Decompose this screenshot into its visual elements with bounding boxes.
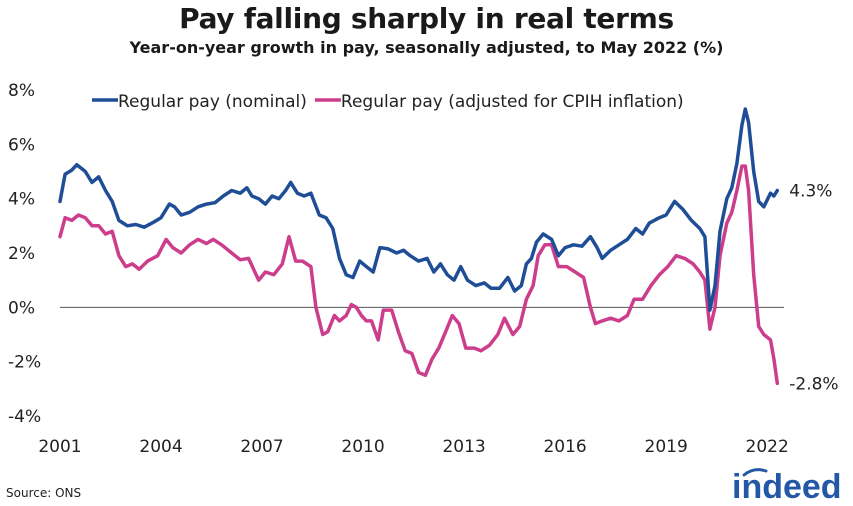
legend-label-nominal: Regular pay (nominal) [118, 92, 307, 112]
legend-label-real: Regular pay (adjusted for CPIH inflation… [341, 92, 684, 112]
x-tick-label: 2004 [139, 437, 182, 457]
indeed-logo-arc [742, 468, 768, 477]
x-tick-label: 2016 [543, 437, 586, 457]
y-tick-label: 8% [8, 81, 35, 101]
x-tick-label: 2019 [645, 437, 688, 457]
end-label-real: -2.8% [789, 374, 838, 394]
y-tick-label: 6% [8, 135, 35, 155]
x-tick-label: 2007 [240, 437, 283, 457]
source-note: Source: ONS [6, 486, 82, 500]
y-tick-label: 2% [8, 244, 35, 264]
chart-title: Pay falling sharply in real terms [179, 2, 674, 35]
chart-subtitle: Year-on-year growth in pay, seasonally a… [129, 38, 724, 57]
indeed-logo-text: indeed [732, 468, 842, 506]
x-tick-label: 2001 [38, 437, 81, 457]
x-tick-label: 2013 [442, 437, 485, 457]
y-tick-label: 0% [8, 298, 35, 318]
x-tick-label: 2010 [341, 437, 384, 457]
y-tick-label: -4% [8, 407, 41, 427]
x-tick-label: 2022 [746, 437, 789, 457]
series-line-nominal [58, 107, 780, 312]
indeed-logo: indeed [732, 468, 842, 506]
series-line-real [58, 164, 780, 386]
y-tick-label: -2% [8, 353, 41, 373]
end-label-nominal: 4.3% [789, 182, 832, 202]
y-tick-label: 4% [8, 190, 35, 210]
